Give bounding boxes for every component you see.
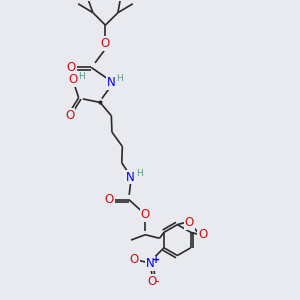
- Text: O: O: [184, 216, 194, 229]
- Text: -: -: [155, 275, 159, 288]
- Text: N: N: [146, 257, 155, 270]
- Text: O: O: [198, 228, 207, 241]
- Text: +: +: [152, 255, 160, 265]
- Text: O: O: [141, 208, 150, 221]
- Text: O: O: [66, 61, 76, 74]
- Text: O: O: [105, 193, 114, 206]
- Text: H: H: [116, 74, 123, 83]
- Text: N: N: [126, 170, 135, 184]
- Text: H: H: [136, 169, 142, 178]
- Text: O: O: [65, 109, 74, 122]
- Text: O: O: [129, 253, 139, 266]
- Text: N: N: [107, 76, 116, 89]
- Text: O: O: [68, 74, 77, 86]
- Text: O: O: [101, 37, 110, 50]
- Text: H: H: [78, 72, 85, 81]
- Text: O: O: [147, 275, 157, 288]
